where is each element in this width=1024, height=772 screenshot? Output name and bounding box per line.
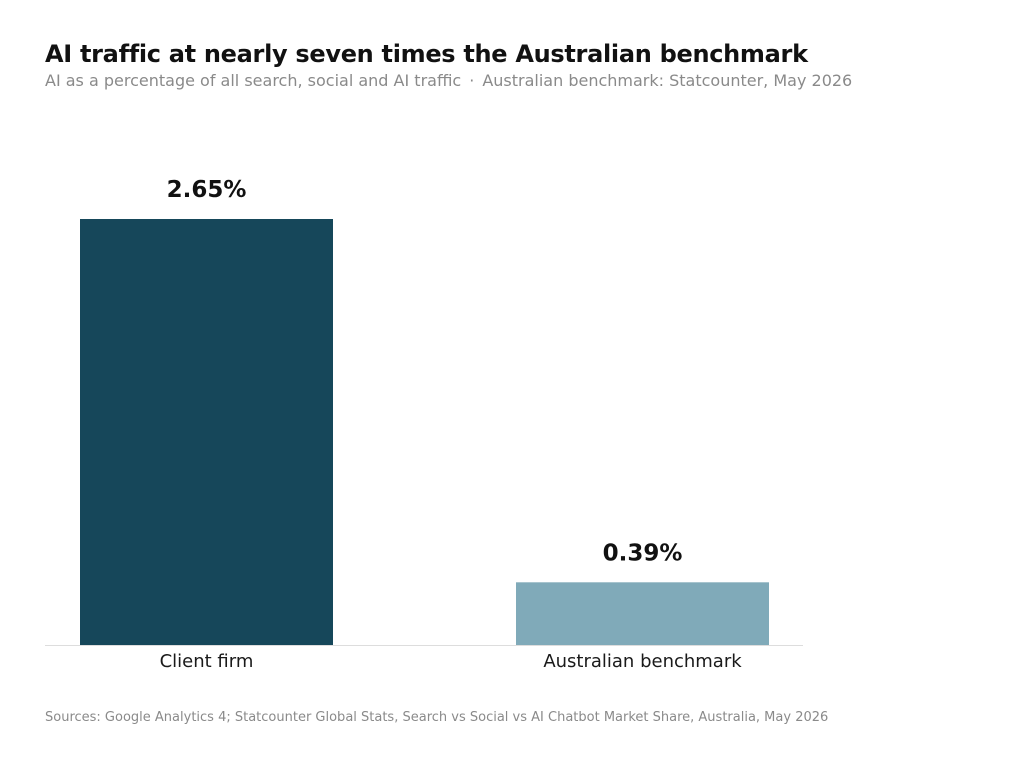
subtitle-right: Australian benchmark: Statcounter, May 2… bbox=[482, 71, 853, 90]
subtitle-separator: · bbox=[469, 71, 475, 90]
category-label-client-firm: Client firm bbox=[160, 651, 254, 672]
bar-client-firm bbox=[80, 219, 333, 645]
subtitle-left: AI as a percentage of all search, social… bbox=[45, 71, 462, 90]
chart-source: Sources: Google Analytics 4; Statcounter… bbox=[45, 710, 829, 725]
chart-subtitle: AI as a percentage of all search, social… bbox=[45, 71, 852, 90]
chart-title: AI traffic at nearly seven times the Aus… bbox=[45, 40, 808, 68]
category-label-australian-benchmark: Australian benchmark bbox=[543, 651, 742, 672]
bar-australian-benchmark bbox=[516, 582, 769, 645]
data-label-client-firm: 2.65% bbox=[167, 177, 247, 203]
data-label-australian-benchmark: 0.39% bbox=[603, 540, 683, 566]
